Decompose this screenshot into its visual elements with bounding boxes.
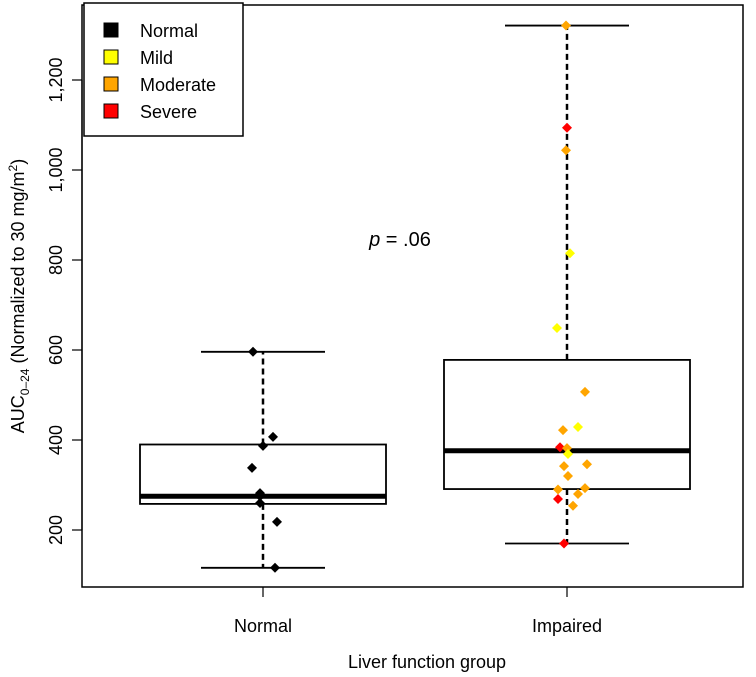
data-point [270,562,280,573]
legend-swatch [103,22,119,38]
p-value-annotation: p = .06 [368,229,431,251]
legend-label: Moderate [140,75,216,95]
legend-label: Mild [140,48,173,68]
data-point [561,20,571,31]
data-point [565,248,575,259]
legend-swatch [103,49,119,65]
legend: Normal Mild Moderate Severe [83,2,244,137]
legend-label: Severe [140,102,197,122]
y-tick-label: 400 [46,425,66,455]
data-point [580,483,590,494]
data-point [255,498,265,508]
data-point [563,448,573,459]
data-point [562,122,572,133]
legend-label: Normal [140,21,198,41]
data-point [559,538,569,549]
y-tick-label: 200 [46,515,66,545]
x-tick-label: Impaired [532,616,602,636]
data-point [582,459,592,470]
data-point [553,484,563,495]
data-point [561,145,571,156]
data-point [573,489,583,499]
data-point [555,442,565,453]
data-point [563,471,573,481]
data-point [268,431,278,442]
x-tick-label: Normal [234,616,292,636]
y-tick-label: 1,000 [46,147,66,192]
data-point [580,386,590,397]
y-tick-label: 1,200 [46,57,66,102]
data-point [272,516,282,527]
y-tick-label: 600 [46,335,66,365]
legend-swatch [103,103,119,119]
legend-swatch [103,76,119,92]
data-point [558,425,568,436]
data-point [553,493,563,504]
iqr-box [443,358,691,490]
x-axis-label: Liver function group [348,652,506,672]
data-point [248,346,258,357]
data-point [258,440,268,451]
data-point [255,491,265,502]
y-axis-label: AUC0–24 (Normalized to 30 mg/m2) [6,159,32,433]
y-tick-label: 800 [46,245,66,275]
data-point [552,322,562,333]
data-point [568,500,578,511]
data-point [559,461,569,472]
data-point [573,421,583,432]
data-point [247,462,257,473]
